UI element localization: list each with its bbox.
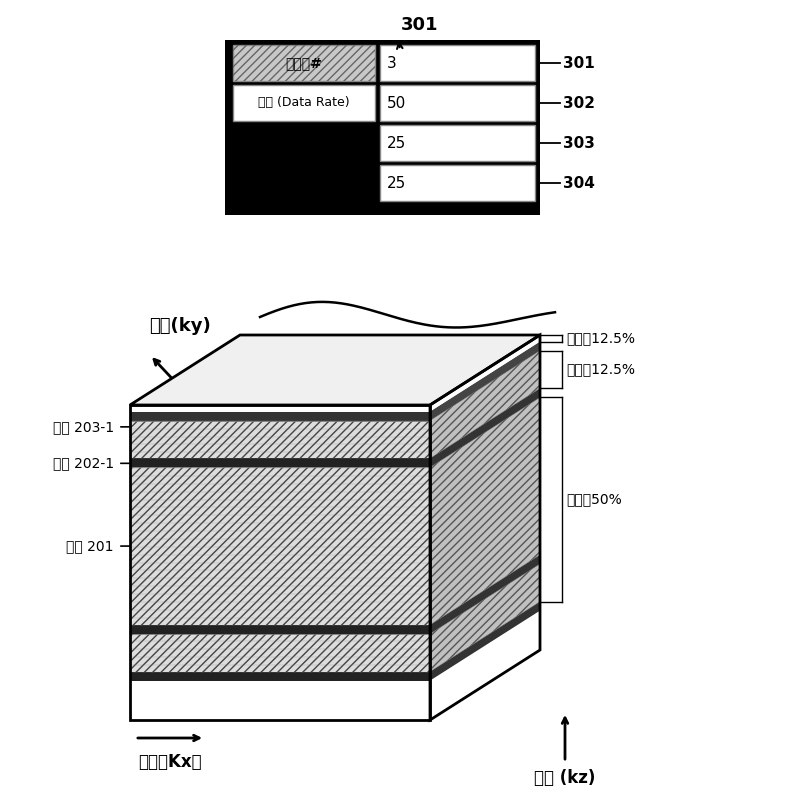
Text: 3: 3	[387, 56, 397, 71]
Bar	[380, 125, 535, 161]
Text: 301: 301	[402, 16, 438, 34]
Text: 切片 (kz): 切片 (kz)	[534, 769, 596, 787]
Polygon shape	[130, 467, 430, 625]
Text: 比例 (Data Rate): 比例 (Data Rate)	[258, 96, 350, 110]
Text: 整体的12.5%: 整体的12.5%	[566, 363, 635, 376]
Text: 频率（Kx）: 频率（Kx）	[138, 753, 202, 771]
Bar	[380, 85, 535, 121]
Text: 50: 50	[387, 95, 406, 111]
Text: 25: 25	[387, 135, 406, 150]
Polygon shape	[130, 634, 430, 672]
Text: 303: 303	[563, 135, 595, 150]
Text: 相位(ky): 相位(ky)	[149, 317, 211, 335]
Polygon shape	[430, 335, 540, 412]
Text: 整体的12.5%: 整体的12.5%	[566, 332, 635, 345]
Polygon shape	[130, 335, 540, 405]
Bar	[380, 165, 535, 201]
Text: 304: 304	[563, 176, 595, 191]
Polygon shape	[130, 405, 430, 412]
Text: 302: 302	[563, 95, 595, 111]
Polygon shape	[430, 555, 540, 634]
Polygon shape	[430, 398, 540, 625]
Text: 整体的50%: 整体的50%	[566, 492, 622, 506]
Text: 区域 203-1: 区域 203-1	[53, 420, 114, 434]
Polygon shape	[430, 602, 540, 681]
Polygon shape	[130, 681, 430, 720]
Text: 200: 200	[408, 355, 452, 375]
Polygon shape	[430, 564, 540, 672]
Polygon shape	[130, 672, 430, 681]
Bar	[233, 45, 375, 81]
Text: 25: 25	[387, 176, 406, 191]
Polygon shape	[430, 388, 540, 467]
Polygon shape	[430, 611, 540, 720]
Bar	[233, 45, 375, 81]
Bar	[380, 45, 535, 81]
Bar	[233, 85, 375, 121]
Polygon shape	[130, 412, 430, 421]
Polygon shape	[130, 625, 430, 634]
Polygon shape	[130, 421, 430, 459]
Polygon shape	[430, 351, 540, 459]
Text: 区域 201: 区域 201	[66, 539, 114, 553]
Polygon shape	[130, 459, 430, 467]
Text: 分割数#: 分割数#	[286, 56, 322, 70]
Text: 301: 301	[563, 56, 594, 71]
Bar	[225, 40, 540, 215]
Polygon shape	[430, 342, 540, 421]
Text: 区域 202-1: 区域 202-1	[53, 456, 114, 471]
